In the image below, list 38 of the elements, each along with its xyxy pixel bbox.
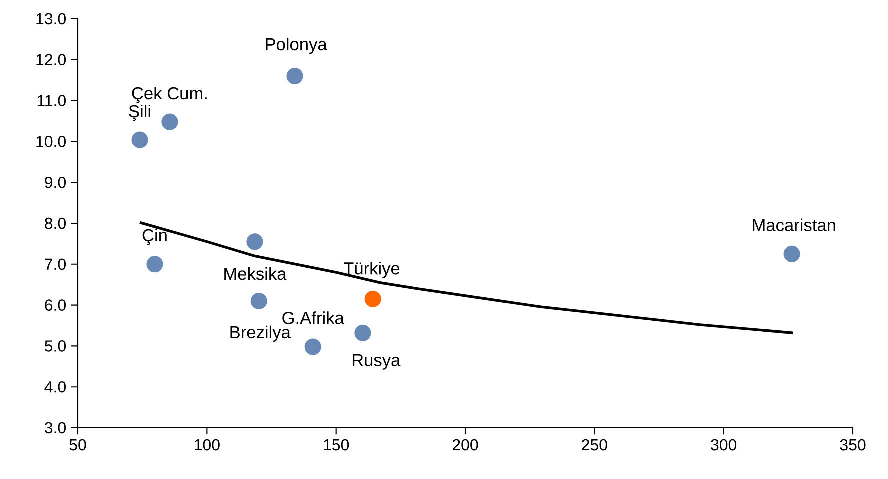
x-tick-label: 350 [840,439,866,451]
y-tick-label: 9.0 [45,176,66,188]
x-tick-label: 50 [70,439,86,451]
y-tick-label: 13.0 [36,13,66,25]
point [246,234,264,250]
y-tick-label: 7.0 [45,258,66,270]
point [354,324,372,342]
annotation: G.Afrika [282,312,344,324]
point [132,132,148,148]
y-tick-label: 5.0 [45,340,66,352]
point [286,68,304,85]
y-tick-label: 6.0 [45,300,66,311]
point [162,114,178,130]
x-tick-label: 100 [195,439,220,451]
point [304,338,322,356]
x-tick-label: 200 [452,439,478,451]
annotation: Rusya [352,354,401,370]
x-tick-label: 250 [582,439,608,451]
point [364,290,382,308]
y-tick-label: 3.0 [44,422,66,434]
y-tick-label: 8.0 [45,218,66,230]
y-tick-label: 11.0 [38,95,66,106]
annotation: Brezilya [230,326,291,342]
annotation: Türkiye [344,262,400,278]
annotation: Meksika [224,267,287,280]
point [784,246,800,262]
annotation: Çek Cum. [132,86,207,104]
point [146,256,164,273]
annotation: Macaristan [753,218,836,232]
annotation: Çin [142,228,167,246]
point [250,292,268,310]
x-tick-label: 300 [711,439,737,451]
y-tick-label: 10.0 [36,136,66,148]
annotation: Şili [129,104,150,122]
annotation: Polonya [266,38,328,54]
y-tick-label: 4.0 [44,381,66,393]
x-tick-label: 150 [324,439,350,451]
y-tick-label: 12.0 [36,54,66,66]
